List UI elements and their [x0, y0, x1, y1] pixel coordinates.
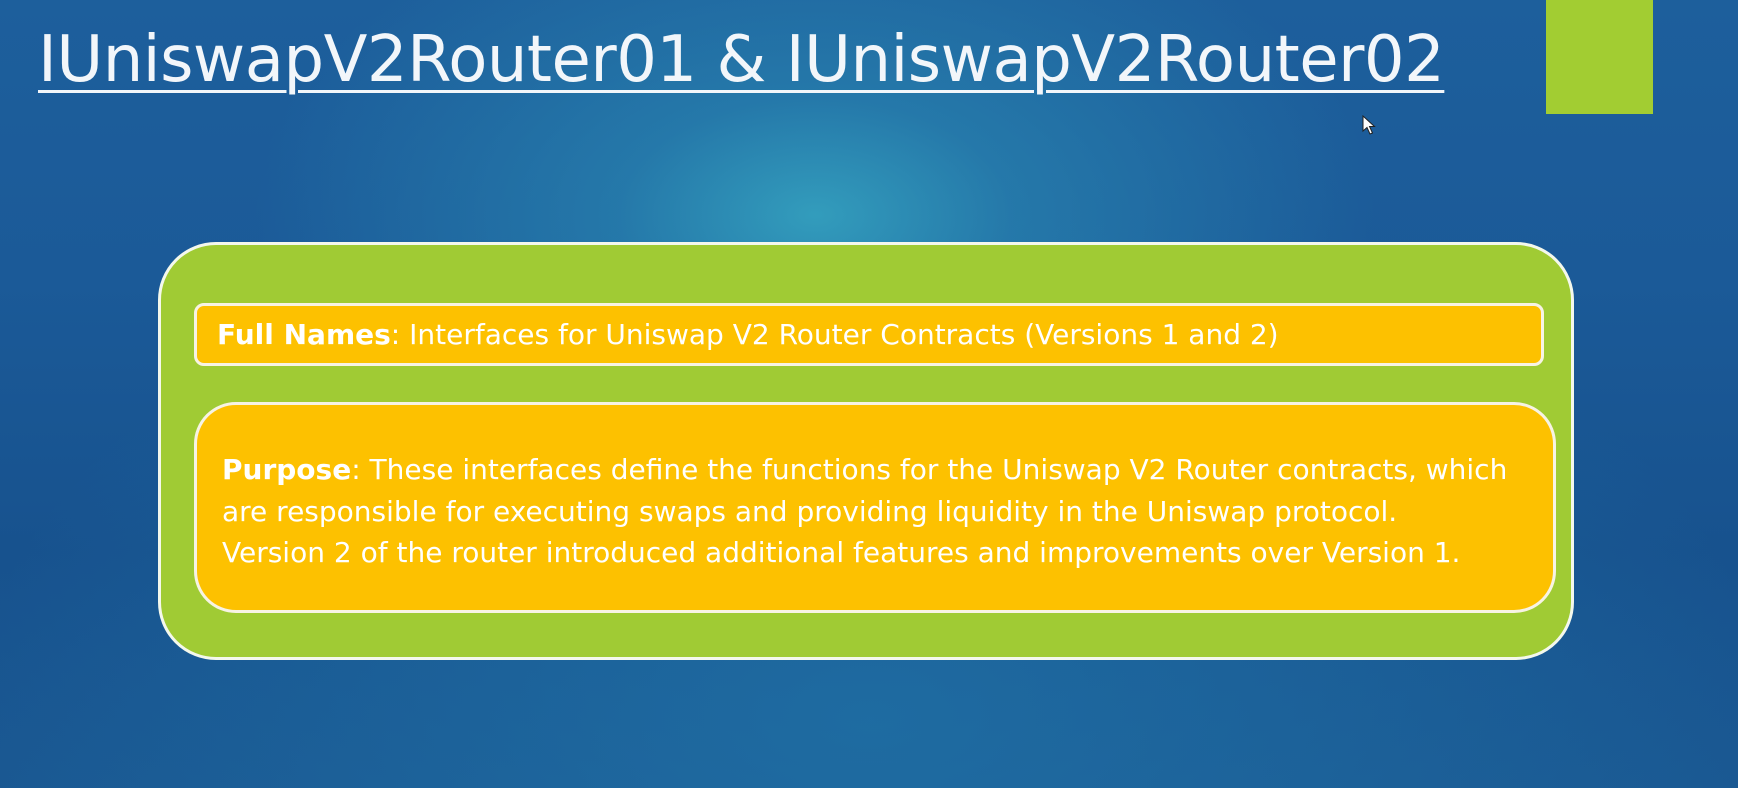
- accent-square: [1546, 0, 1653, 114]
- full-names-box: Full Names: Interfaces for Uniswap V2 Ro…: [194, 303, 1544, 366]
- purpose-line-1: Purpose: These interfaces define the fun…: [222, 449, 1531, 491]
- purpose-box: Purpose: These interfaces define the fun…: [194, 402, 1556, 613]
- purpose-line-2: are responsible for executing swaps and …: [222, 494, 1398, 528]
- mouse-pointer-icon: [1362, 115, 1376, 135]
- purpose-label: Purpose: [222, 453, 352, 486]
- full-names-text: : Interfaces for Uniswap V2 Router Contr…: [390, 318, 1279, 351]
- full-names-label: Full Names: [217, 318, 391, 351]
- purpose-text-1: : These interfaces define the functions …: [351, 453, 1508, 486]
- purpose-line-3: Version 2 of the router introduced addit…: [222, 536, 1461, 569]
- slide-title: IUniswapV2Router01 & IUniswapV2Router02: [38, 23, 1445, 97]
